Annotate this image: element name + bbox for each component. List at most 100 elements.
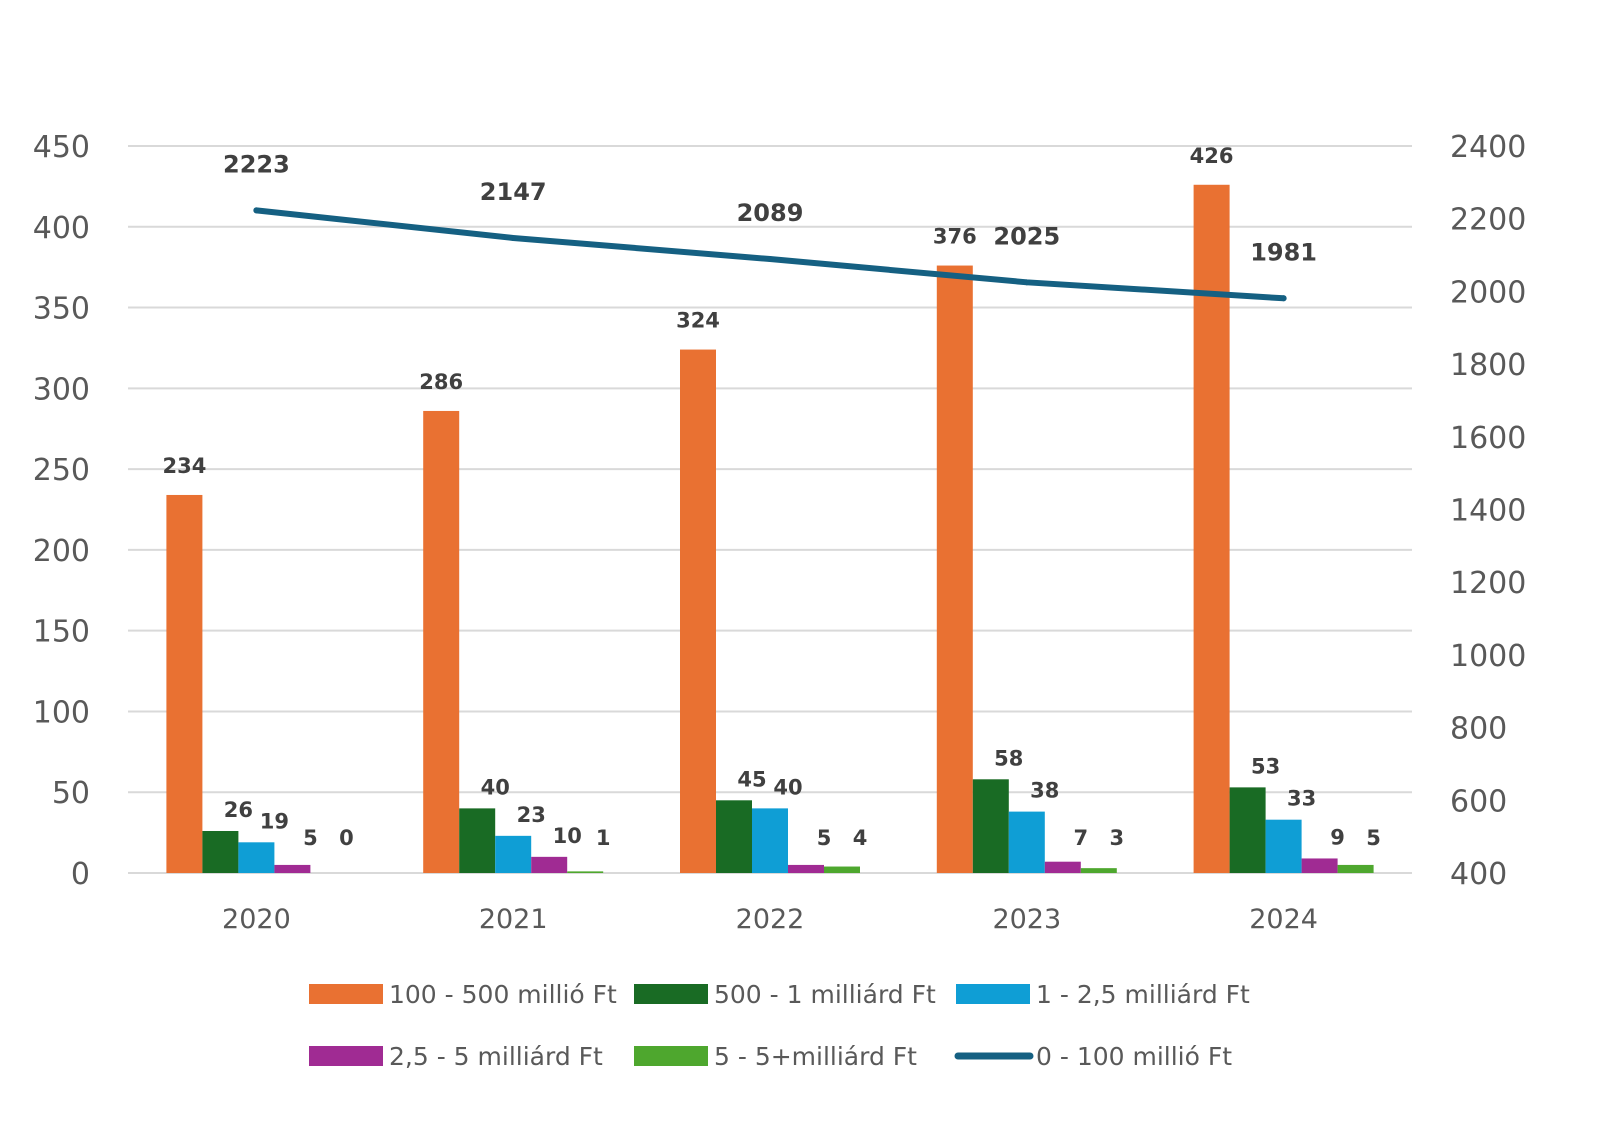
data-label: 40 [773, 775, 802, 799]
legend-label: 5 - 5+milliárd Ft [714, 1042, 917, 1071]
data-label: 5 [303, 826, 318, 850]
bar [531, 856, 568, 873]
data-label: 286 [419, 370, 463, 394]
bar [495, 835, 532, 873]
data-label: 426 [1190, 144, 1234, 168]
data-label: 5 [1366, 826, 1381, 850]
bar [1080, 868, 1117, 873]
left-tick-label: 350 [33, 292, 90, 327]
bar [1008, 811, 1045, 873]
data-label: 324 [676, 309, 720, 333]
right-tick-label: 1400 [1450, 494, 1526, 529]
left-tick-label: 200 [33, 534, 90, 569]
data-label: 4 [853, 826, 868, 850]
data-label: 234 [162, 454, 206, 478]
gridlines [128, 145, 1412, 874]
bar [1337, 864, 1374, 873]
legend-label: 0 - 100 millió Ft [1036, 1042, 1232, 1071]
bar [238, 842, 275, 873]
bar [202, 830, 239, 873]
line-point [253, 207, 260, 214]
bar [752, 808, 788, 873]
data-label: 3 [1109, 826, 1124, 850]
left-tick-label: 400 [33, 211, 90, 246]
line-point [767, 256, 773, 263]
left-tick-label: 0 [71, 857, 90, 892]
legend: 100 - 500 millió Ft 500 - 1 milliárd Ft 1 … [309, 980, 1250, 1071]
legend-swatch [634, 984, 708, 1004]
data-label: 376 [933, 225, 977, 249]
right-axis-ticks: 400 600 800 1000 1200 1400 1600 1800 2000 2200 240… [1450, 130, 1526, 892]
right-tick-label: 600 [1450, 784, 1507, 819]
legend-label: 500 - 1 milliárd Ft [714, 980, 936, 1009]
right-tick-label: 1800 [1450, 348, 1526, 383]
bar [1044, 861, 1081, 873]
data-label: 5 [817, 826, 832, 850]
legend-swatch [956, 984, 1030, 1004]
line-data-label: 2223 [223, 150, 290, 178]
left-axis-ticks: 0 50 100 150 200 250 300 350 400 450 [33, 130, 90, 892]
left-tick-label: 250 [33, 453, 90, 488]
bar [459, 808, 496, 873]
right-tick-label: 2200 [1450, 203, 1526, 238]
legend-swatch [309, 984, 383, 1004]
right-tick-label: 1000 [1450, 639, 1526, 674]
bar [824, 866, 860, 873]
category-label: 2021 [479, 904, 548, 935]
category-label: 2024 [1249, 904, 1318, 935]
data-label: 26 [224, 798, 253, 822]
line-data-label: 2025 [993, 222, 1060, 250]
data-label: 7 [1073, 826, 1088, 850]
legend-swatch [309, 1046, 383, 1066]
data-label: 23 [517, 803, 546, 827]
right-tick-label: 800 [1450, 712, 1507, 747]
bar [1193, 184, 1230, 874]
line-series: 2223 2147 2089 2025 1981 [223, 150, 1317, 302]
line-point [510, 234, 517, 241]
data-label: 38 [1030, 779, 1059, 803]
legend-swatch [634, 1046, 708, 1066]
legend-label: 100 - 500 millió Ft [389, 980, 617, 1009]
category-label: 2022 [736, 904, 805, 935]
bar [788, 864, 824, 873]
line-point [1023, 279, 1030, 286]
data-label: 40 [481, 775, 510, 799]
line-data-label: 2147 [480, 178, 547, 206]
line-data-label: 2089 [737, 199, 804, 227]
data-label: 58 [994, 746, 1023, 770]
bar [1229, 787, 1266, 873]
bar [972, 779, 1009, 873]
bar [1301, 858, 1338, 873]
left-tick-label: 100 [33, 695, 90, 730]
data-label: 45 [737, 767, 766, 791]
left-tick-label: 300 [33, 372, 90, 407]
bar [166, 494, 203, 873]
data-label: 53 [1251, 754, 1280, 778]
bar [1265, 819, 1302, 873]
data-label: 10 [553, 824, 582, 848]
left-tick-label: 50 [52, 776, 90, 811]
data-label: 1 [596, 826, 611, 850]
data-label: 0 [339, 826, 354, 850]
left-tick-label: 450 [33, 130, 90, 165]
category-label: 2023 [992, 904, 1061, 935]
legend-label: 1 - 2,5 milliárd Ft [1036, 980, 1250, 1009]
data-label: 33 [1287, 787, 1316, 811]
data-label: 19 [260, 809, 289, 833]
left-tick-label: 150 [33, 615, 90, 650]
line-point [1280, 295, 1287, 302]
right-tick-label: 1600 [1450, 421, 1526, 456]
right-tick-label: 400 [1450, 857, 1507, 892]
bar [567, 871, 604, 873]
category-label: 2020 [222, 904, 291, 935]
right-tick-label: 2400 [1450, 130, 1526, 165]
right-tick-label: 2000 [1450, 275, 1526, 310]
bar [936, 265, 973, 873]
category-labels: 2020 2021 2022 2023 2024 [222, 904, 1318, 935]
data-label: 9 [1330, 825, 1345, 849]
bar [680, 349, 716, 873]
bar [274, 864, 311, 873]
legend-label: 2,5 - 5 milliárd Ft [389, 1042, 603, 1071]
